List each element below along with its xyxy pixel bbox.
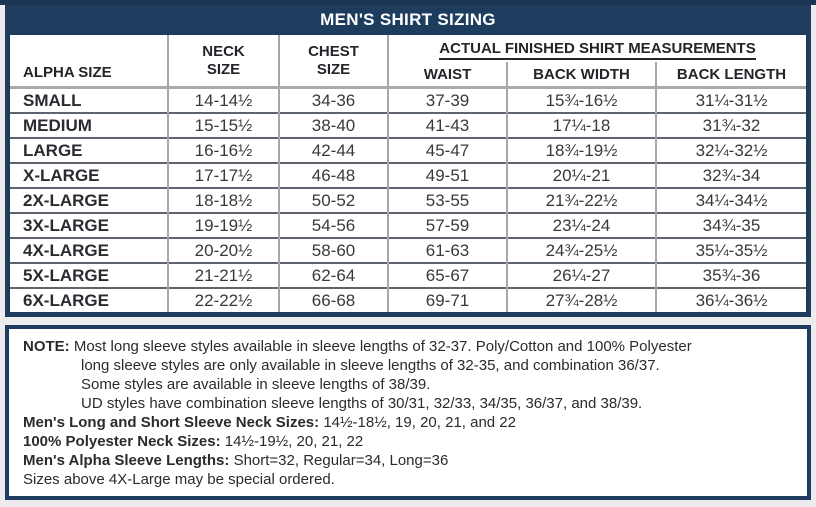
cell-waist: 37-39 (388, 86, 508, 113)
note-line: long sleeve styles are only available in… (81, 357, 660, 374)
cell-neck-size: 14-14½ (168, 86, 280, 113)
cell-back-width: 18¾-19½ (507, 137, 657, 163)
table-row: 6X-LARGE 22-22½ 66-68 69-71 27¾-28½ 36¼-… (10, 287, 807, 312)
sizing-table: ALPHA SIZE NECK SIZE CHEST SIZE ACTUAL F… (10, 35, 807, 312)
cell-back-width: 17¼-18 (507, 112, 657, 138)
table-row: 3X-LARGE 19-19½ 54-56 57-59 23¼-24 34¾-3… (10, 212, 807, 238)
note-line: NOTE: Most long sleeve styles available … (23, 337, 793, 356)
subheader-row: WAIST BACK WIDTH BACK LENGTH (10, 62, 806, 88)
cell-back-width: 26¼-27 (507, 262, 657, 288)
cell-back-length: 35¾-36 (656, 262, 807, 288)
cell-alpha-size: 2X-LARGE (10, 187, 169, 213)
cell-back-length: 34¼-34½ (656, 187, 807, 213)
cell-alpha-size: 4X-LARGE (10, 237, 169, 263)
cell-back-width: 15¾-16½ (507, 86, 657, 113)
cell-chest-size: 46-48 (279, 162, 389, 188)
cell-alpha-size: 6X-LARGE (10, 287, 169, 312)
col-header-back-width: BACK WIDTH (507, 62, 657, 88)
cell-back-length: 36¼-36½ (656, 287, 807, 312)
table-title: MEN'S SHIRT SIZING (320, 10, 496, 29)
col-header-waist: WAIST (388, 62, 508, 88)
col-header-chest-size: CHEST SIZE (279, 35, 389, 88)
cell-chest-size: 34-36 (279, 86, 389, 113)
cell-back-width: 20¼-21 (507, 162, 657, 188)
spec-line: 100% Polyester Neck Sizes: 14½-19½, 20, … (23, 432, 793, 451)
cell-back-width: 21¾-22½ (507, 187, 657, 213)
table-row: MEDIUM 15-15½ 38-40 41-43 17¼-18 31¾-32 (10, 112, 807, 138)
col-header-neck-size: NECK SIZE (168, 35, 280, 88)
cell-chest-size: 42-44 (279, 137, 389, 163)
table-row: X-LARGE 17-17½ 46-48 49-51 20¼-21 32¾-34 (10, 162, 807, 188)
cell-alpha-size: MEDIUM (10, 112, 169, 138)
note-box: NOTE: Most long sleeve styles available … (5, 325, 811, 500)
cell-neck-size: 20-20½ (168, 237, 280, 263)
cell-chest-size: 38-40 (279, 112, 389, 138)
cell-chest-size: 62-64 (279, 262, 389, 288)
table-row: 4X-LARGE 20-20½ 58-60 61-63 24¾-25½ 35¼-… (10, 237, 807, 263)
cell-back-length: 34¾-35 (656, 212, 807, 238)
table-row: SMALL 14-14½ 34-36 37-39 15¾-16½ 31¼-31½ (10, 86, 807, 113)
spec-label: Men's Alpha Sleeve Lengths: (23, 452, 230, 469)
table-row: 5X-LARGE 21-21½ 62-64 65-67 26¼-27 35¾-3… (10, 262, 807, 288)
cell-back-width: 24¾-25½ (507, 237, 657, 263)
cell-back-length: 35¼-35½ (656, 237, 807, 263)
cell-back-width: 27¾-28½ (507, 287, 657, 312)
note-line: UD styles have combination sleeve length… (81, 395, 643, 412)
cell-neck-size: 19-19½ (168, 212, 280, 238)
table-row: LARGE 16-16½ 42-44 45-47 18¾-19½ 32¼-32½ (10, 137, 807, 163)
cell-waist: 41-43 (388, 112, 508, 138)
cell-waist: 45-47 (388, 137, 508, 163)
cell-waist: 49-51 (388, 162, 508, 188)
spec-value: Short=32, Regular=34, Long=36 (233, 452, 449, 469)
col-header-alpha-size: ALPHA SIZE (10, 35, 169, 88)
col-header-back-length: BACK LENGTH (676, 65, 787, 83)
cell-back-length: 31¾-32 (656, 112, 807, 138)
cell-chest-size: 50-52 (279, 187, 389, 213)
cell-back-length: 32¼-32½ (656, 137, 807, 163)
cell-alpha-size: X-LARGE (10, 162, 169, 188)
cell-back-length: 32¾-34 (656, 162, 807, 188)
cell-back-length: 31¼-31½ (656, 86, 807, 113)
cell-alpha-size: 3X-LARGE (10, 212, 169, 238)
note-text: Most long sleeve styles available in sle… (73, 338, 692, 355)
spec-value: 14½-19½, 20, 21, 22 (224, 433, 364, 450)
col-group-header-cell: ACTUAL FINISHED SHIRT MEASUREMENTS (388, 35, 806, 62)
table-row: 2X-LARGE 18-18½ 50-52 53-55 21¾-22½ 34¼-… (10, 187, 807, 213)
spec-line: Men's Alpha Sleeve Lengths: Short=32, Re… (23, 451, 793, 470)
cell-waist: 61-63 (388, 237, 508, 263)
table-title-bar: MEN'S SHIRT SIZING (10, 5, 806, 35)
spec-line: Men's Long and Short Sleeve Neck Sizes: … (23, 413, 793, 432)
note-line: Some styles are available in sleeve leng… (81, 376, 431, 393)
cell-neck-size: 18-18½ (168, 187, 280, 213)
cell-neck-size: 16-16½ (168, 137, 280, 163)
spec-label: Men's Long and Short Sleeve Neck Sizes: (23, 414, 320, 431)
cell-neck-size: 21-21½ (168, 262, 280, 288)
cell-back-width: 23¼-24 (507, 212, 657, 238)
spec-label: 100% Polyester Neck Sizes: (23, 433, 221, 450)
cell-waist: 65-67 (388, 262, 508, 288)
cropped-edge-strip (0, 0, 816, 5)
cell-waist: 53-55 (388, 187, 508, 213)
spec-value: 14½-18½, 19, 20, 21, and 22 (323, 414, 516, 431)
cell-alpha-size: LARGE (10, 137, 169, 163)
cell-neck-size: 17-17½ (168, 162, 280, 188)
cell-neck-size: 22-22½ (168, 287, 280, 312)
shirt-sizing-table: MEN'S SHIRT SIZING ALPHA SIZE NECK SIZE … (5, 5, 811, 317)
note-label: NOTE: (23, 338, 70, 355)
cell-waist: 57-59 (388, 212, 508, 238)
cell-alpha-size: 5X-LARGE (10, 262, 169, 288)
col-group-header-measurements: ACTUAL FINISHED SHIRT MEASUREMENTS (439, 40, 756, 60)
cell-chest-size: 58-60 (279, 237, 389, 263)
cell-waist: 69-71 (388, 287, 508, 312)
cell-alpha-size: SMALL (10, 86, 169, 113)
header-row: ALPHA SIZE NECK SIZE CHEST SIZE ACTUAL F… (10, 35, 806, 88)
note-footer: Sizes above 4X-Large may be special orde… (23, 471, 335, 488)
cell-chest-size: 54-56 (279, 212, 389, 238)
cell-chest-size: 66-68 (279, 287, 389, 312)
cell-neck-size: 15-15½ (168, 112, 280, 138)
